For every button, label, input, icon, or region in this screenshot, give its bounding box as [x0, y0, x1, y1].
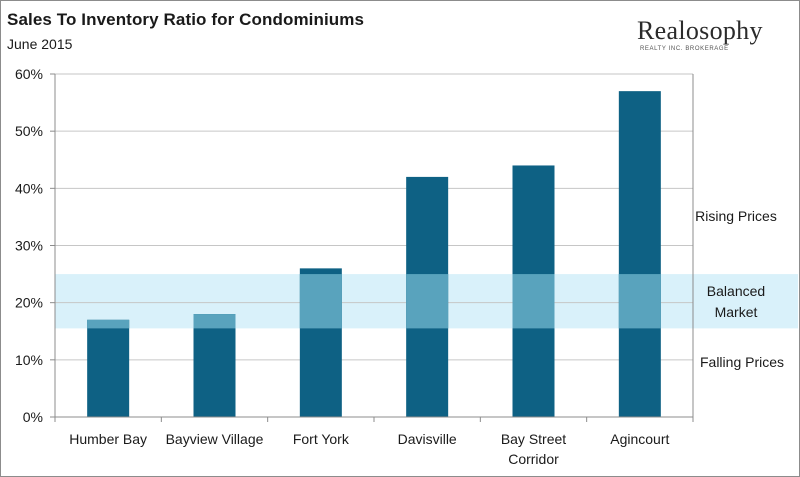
x-tick-label: Fort York	[293, 431, 350, 447]
zone-label-balanced: Balanced Market	[686, 281, 786, 323]
zone-label-falling: Falling Prices	[699, 354, 785, 370]
realosophy-logo: Realosophy REALTY INC. BROKERAGE	[637, 16, 777, 53]
zone-label-rising: Rising Prices	[695, 208, 777, 224]
bar-band-overlap	[406, 274, 449, 329]
y-tick-label: 10%	[15, 352, 43, 368]
y-tick-label: 50%	[15, 123, 43, 139]
chart-title: Sales To Inventory Ratio for Condominium…	[7, 10, 365, 29]
x-tick-label: Humber Bay	[69, 431, 147, 447]
bar	[193, 314, 236, 417]
zone-label-balanced-line1: Balanced	[706, 283, 766, 299]
bar-band-overlap	[193, 314, 236, 329]
bar	[618, 91, 661, 418]
x-tick-label: Agincourt	[610, 431, 669, 447]
y-tick-label: 20%	[15, 295, 43, 311]
x-tick-label: Bay Street	[501, 431, 566, 447]
logo-tagline: REALTY INC. BROKERAGE	[640, 46, 729, 52]
zone-label-balanced-line2: Market	[714, 304, 758, 320]
y-tick-label: 30%	[15, 238, 43, 254]
bar	[87, 319, 130, 417]
bar-band-overlap	[87, 319, 130, 329]
bar-band-overlap	[618, 274, 661, 329]
chart-subtitle: June 2015	[7, 36, 73, 52]
y-tick-label: 40%	[15, 180, 43, 196]
logo-wordmark: Realosophy	[637, 16, 763, 45]
bar-band-overlap	[512, 274, 555, 329]
y-tick-label: 60%	[15, 66, 43, 82]
x-tick-label: Bayview Village	[166, 431, 264, 447]
x-tick-label: Corridor	[508, 451, 559, 467]
y-tick-label: 0%	[23, 409, 43, 425]
x-tick-label: Davisville	[398, 431, 457, 447]
bar-band-overlap	[299, 274, 342, 329]
